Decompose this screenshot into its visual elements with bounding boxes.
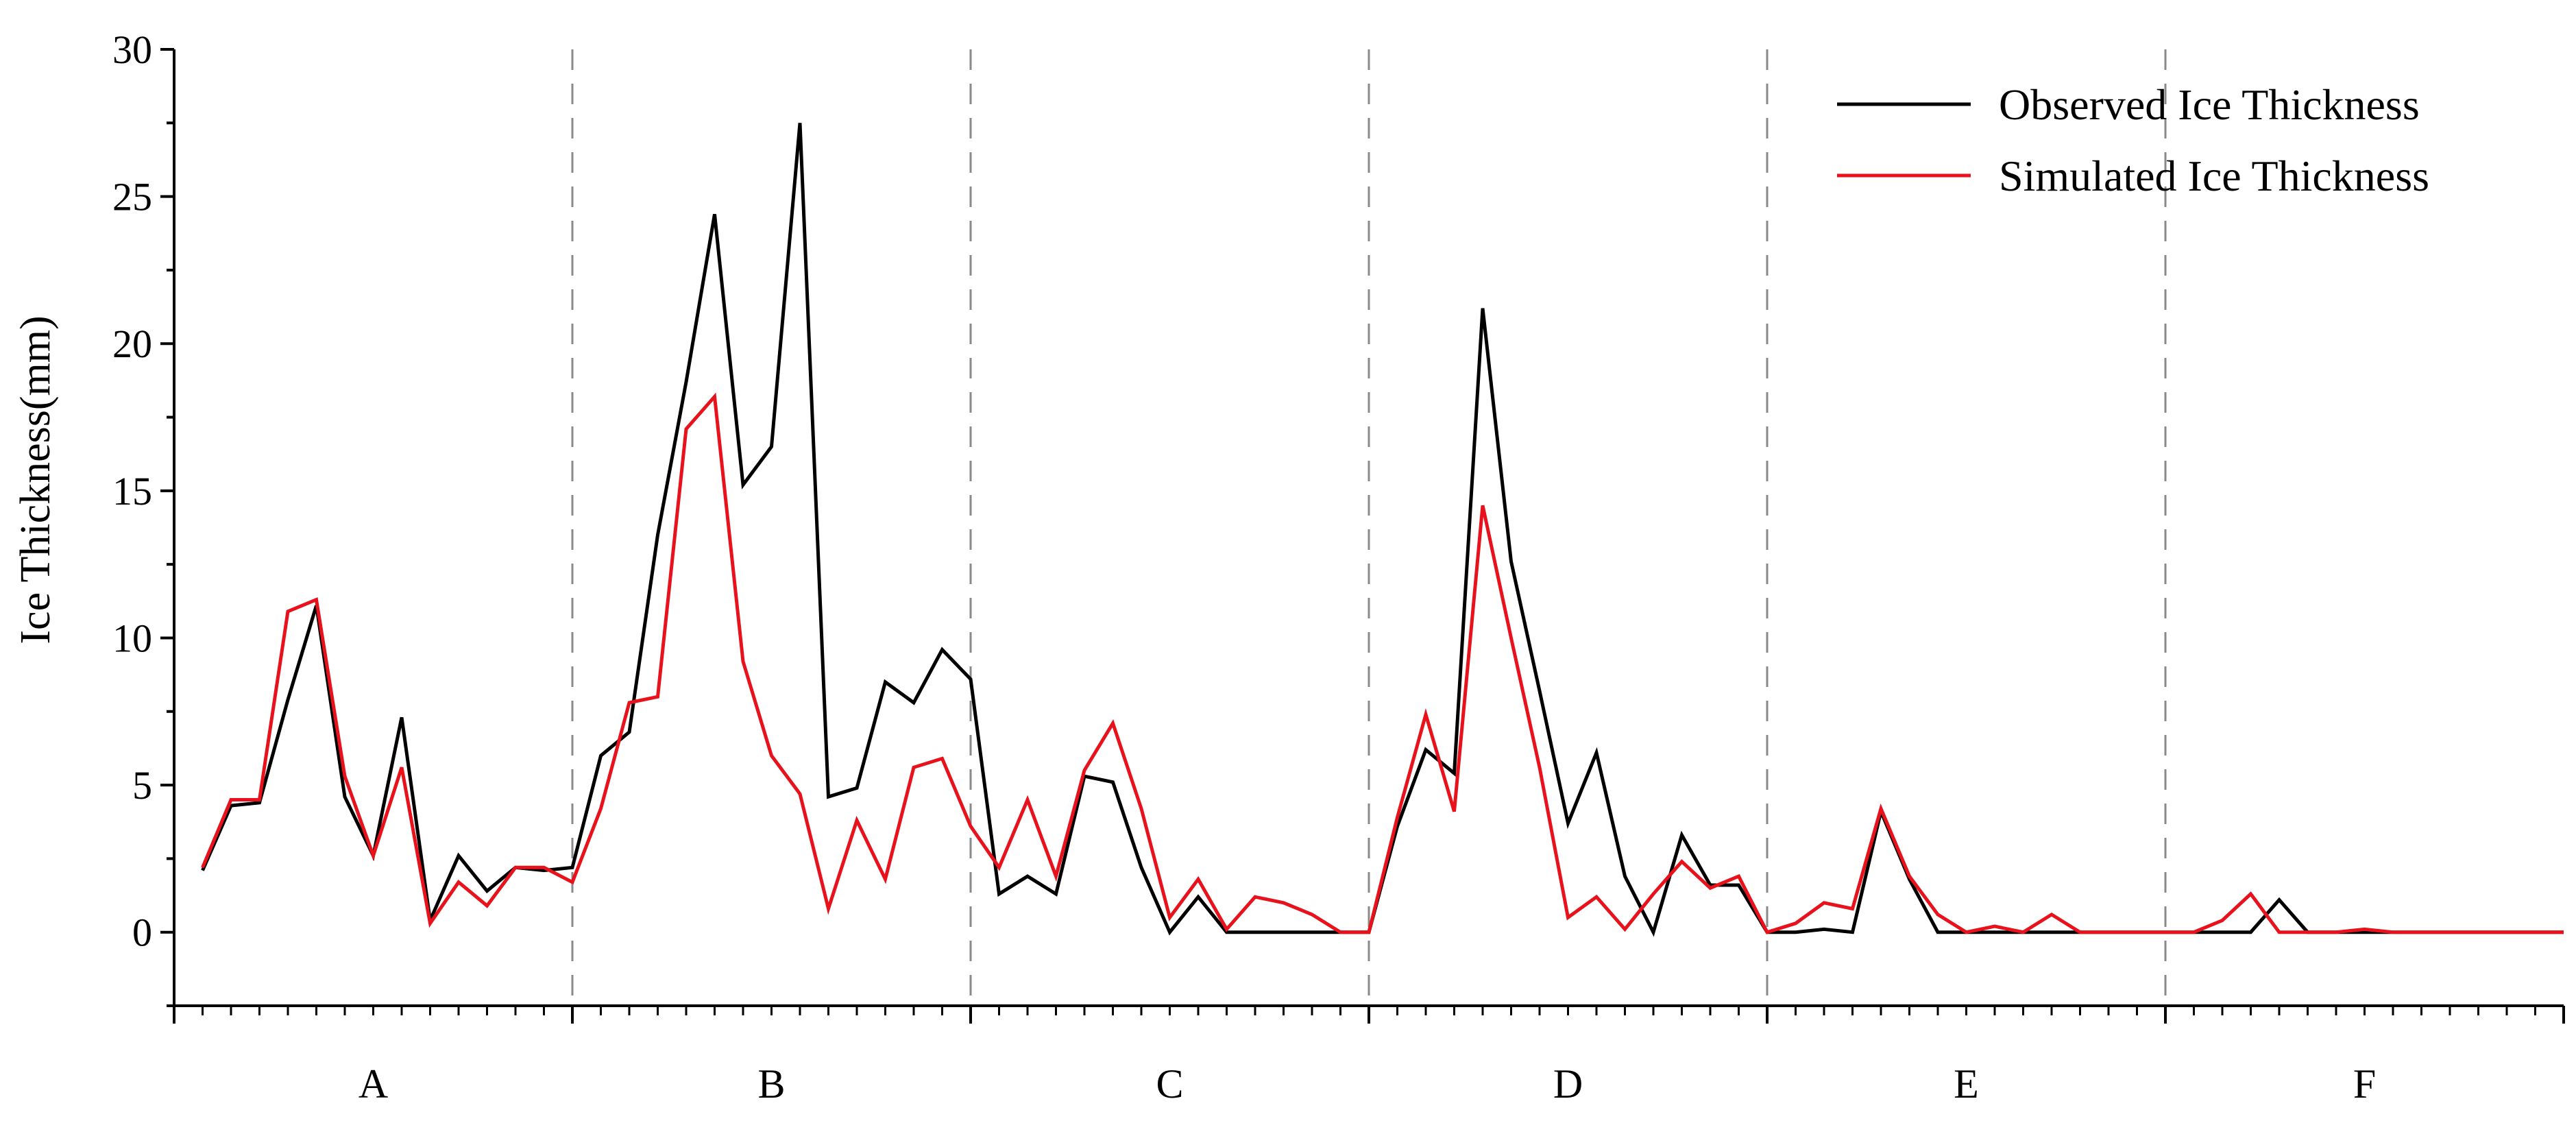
y-tick-label: 15 <box>112 469 152 514</box>
legend-label: Simulated Ice Thickness <box>1999 152 2429 200</box>
series-lines <box>201 123 2564 937</box>
x-group-label: A <box>359 1061 388 1107</box>
series-line <box>201 392 2564 934</box>
y-axis-title: Ice Thickness(mm) <box>12 315 59 644</box>
legend: Observed Ice Thickness Simulated Ice Thic… <box>1837 80 2429 200</box>
axes <box>160 48 2565 1024</box>
y-tick-label: 10 <box>112 616 152 660</box>
group-dividers <box>571 49 2167 1006</box>
x-group-label: E <box>1954 1061 1979 1107</box>
tick-labels: 0 5 10 15 20 25 30 A B C D E F <box>112 27 2376 1107</box>
y-tick-label: 0 <box>132 910 152 955</box>
legend-label: Observed Ice Thickness <box>1999 80 2420 129</box>
x-group-label: B <box>757 1061 785 1107</box>
y-tick-label: 30 <box>112 27 152 72</box>
y-tick-label: 25 <box>112 175 152 219</box>
y-tick-label: 20 <box>112 322 152 366</box>
x-group-label: D <box>1553 1061 1583 1107</box>
y-tick-label: 5 <box>132 763 152 808</box>
x-group-label: F <box>2353 1061 2376 1107</box>
x-group-label: C <box>1156 1061 1183 1107</box>
